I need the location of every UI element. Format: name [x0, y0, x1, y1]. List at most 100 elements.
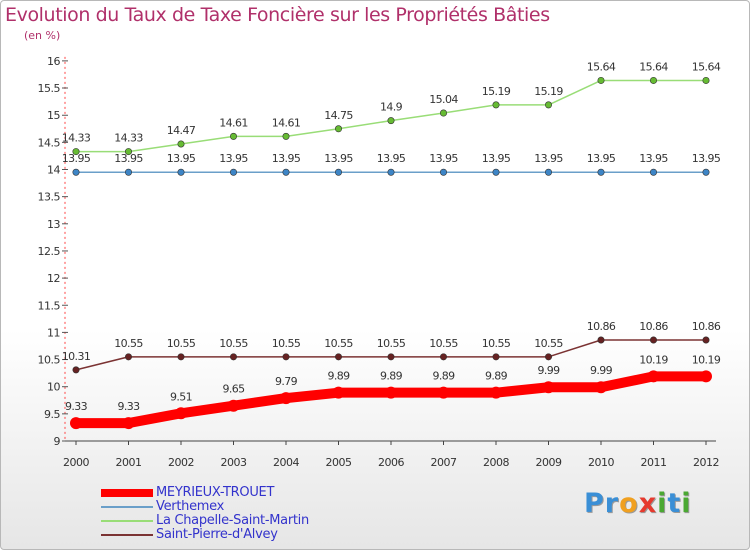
data-label: 15.64: [587, 60, 616, 73]
y-tick-label: 13.5: [38, 191, 61, 204]
data-point: [387, 353, 395, 361]
data-point: [177, 353, 185, 361]
data-label: 10.86: [639, 320, 668, 333]
x-tick-label: 2000: [63, 456, 89, 469]
data-point: [125, 168, 133, 176]
data-point: [387, 117, 395, 125]
data-label: 13.95: [482, 152, 511, 165]
data-point: [649, 168, 657, 176]
logo-letter: o: [619, 488, 639, 519]
data-point: [700, 370, 712, 383]
data-point: [334, 125, 342, 133]
x-tick-label: 2002: [168, 456, 194, 469]
data-label: 14.61: [219, 116, 248, 129]
y-tick-label: 15: [47, 109, 60, 122]
data-label: 13.95: [219, 152, 248, 165]
data-point: [439, 109, 447, 117]
data-label: 10.19: [639, 353, 668, 366]
legend-swatch: [101, 534, 153, 536]
data-label: 9.99: [537, 364, 560, 377]
data-label: 10.86: [587, 320, 616, 333]
data-point: [230, 132, 238, 140]
series-line: [75, 79, 707, 153]
data-point: [282, 353, 290, 361]
data-label: 10.55: [377, 337, 406, 350]
legend-swatch: [101, 489, 153, 497]
data-label: 14.75: [324, 109, 353, 122]
data-label: 15.64: [639, 60, 668, 73]
data-label: 9.89: [380, 370, 403, 383]
data-label: 13.95: [324, 152, 353, 165]
y-tick-label: 16: [47, 55, 60, 68]
x-tick-label: 2004: [273, 456, 299, 469]
data-label: 13.95: [62, 152, 91, 165]
data-label: 10.55: [324, 337, 353, 350]
data-label: 9.51: [170, 390, 192, 403]
y-tick-label: 14: [47, 164, 60, 177]
data-point: [177, 168, 185, 176]
data-point: [439, 353, 447, 361]
data-label: 9.89: [327, 370, 350, 383]
x-tick-label: 2009: [536, 456, 562, 469]
data-label: 10.55: [167, 337, 196, 350]
legend-label: MEYRIEUX-TROUET: [156, 485, 275, 500]
data-point: [282, 168, 290, 176]
data-point: [125, 353, 133, 361]
data-point: [230, 168, 238, 176]
data-label: 9.89: [432, 370, 455, 383]
data-point: [72, 366, 80, 374]
data-label: 13.95: [534, 152, 563, 165]
y-tick-label: 10: [47, 381, 60, 394]
data-label: 9.65: [222, 383, 245, 396]
proxiti-logo: Proxiti: [584, 488, 692, 519]
data-point: [280, 392, 292, 405]
data-label: 10.19: [692, 353, 721, 366]
data-point: [332, 386, 345, 399]
data-label: 14.61: [272, 116, 301, 129]
data-point: [385, 386, 397, 399]
x-tick-label: 2003: [221, 456, 247, 469]
data-label: 13.95: [167, 152, 196, 165]
data-point: [437, 386, 450, 399]
x-tick-label: 2010: [588, 456, 614, 469]
x-tick-label: 2012: [693, 456, 719, 469]
y-tick-label: 11.5: [38, 299, 61, 312]
data-point: [492, 168, 500, 176]
data-label: 10.55: [272, 337, 301, 350]
data-point: [125, 148, 133, 156]
data-label: 10.55: [114, 337, 143, 350]
data-point: [597, 336, 605, 344]
y-tick-label: 13: [47, 218, 60, 231]
data-point: [282, 132, 290, 140]
legend-swatch: [101, 520, 153, 522]
data-label: 14.33: [62, 132, 91, 145]
y-tick-label: 9.5: [44, 408, 60, 421]
data-label: 13.95: [587, 152, 616, 165]
data-point: [702, 168, 710, 176]
y-axis-unit-label: (en %): [24, 29, 61, 42]
x-tick-label: 2001: [116, 456, 142, 469]
legend-swatch: [101, 506, 153, 508]
logo-letter: r: [604, 488, 620, 519]
data-label: 10.55: [219, 337, 248, 350]
y-tick-label: 11: [47, 326, 60, 339]
y-tick-label: 12.5: [38, 245, 61, 258]
data-point: [175, 407, 187, 420]
data-point: [387, 168, 395, 176]
data-label: 9.89: [485, 370, 508, 383]
x-tick-label: 2008: [483, 456, 509, 469]
data-point: [72, 168, 80, 176]
data-label: 10.55: [429, 337, 458, 350]
data-point: [230, 353, 238, 361]
data-label: 13.95: [114, 152, 143, 165]
data-label: 15.04: [429, 93, 458, 106]
y-tick-label: 15.5: [38, 82, 61, 95]
data-label: 10.86: [692, 320, 721, 333]
data-label: 10.31: [62, 350, 91, 363]
legend-label: Saint-Pierre-d'Alvey: [156, 527, 278, 542]
data-point: [702, 76, 710, 84]
x-tick-label: 2011: [641, 456, 667, 469]
y-tick-label: 10.5: [38, 354, 61, 367]
